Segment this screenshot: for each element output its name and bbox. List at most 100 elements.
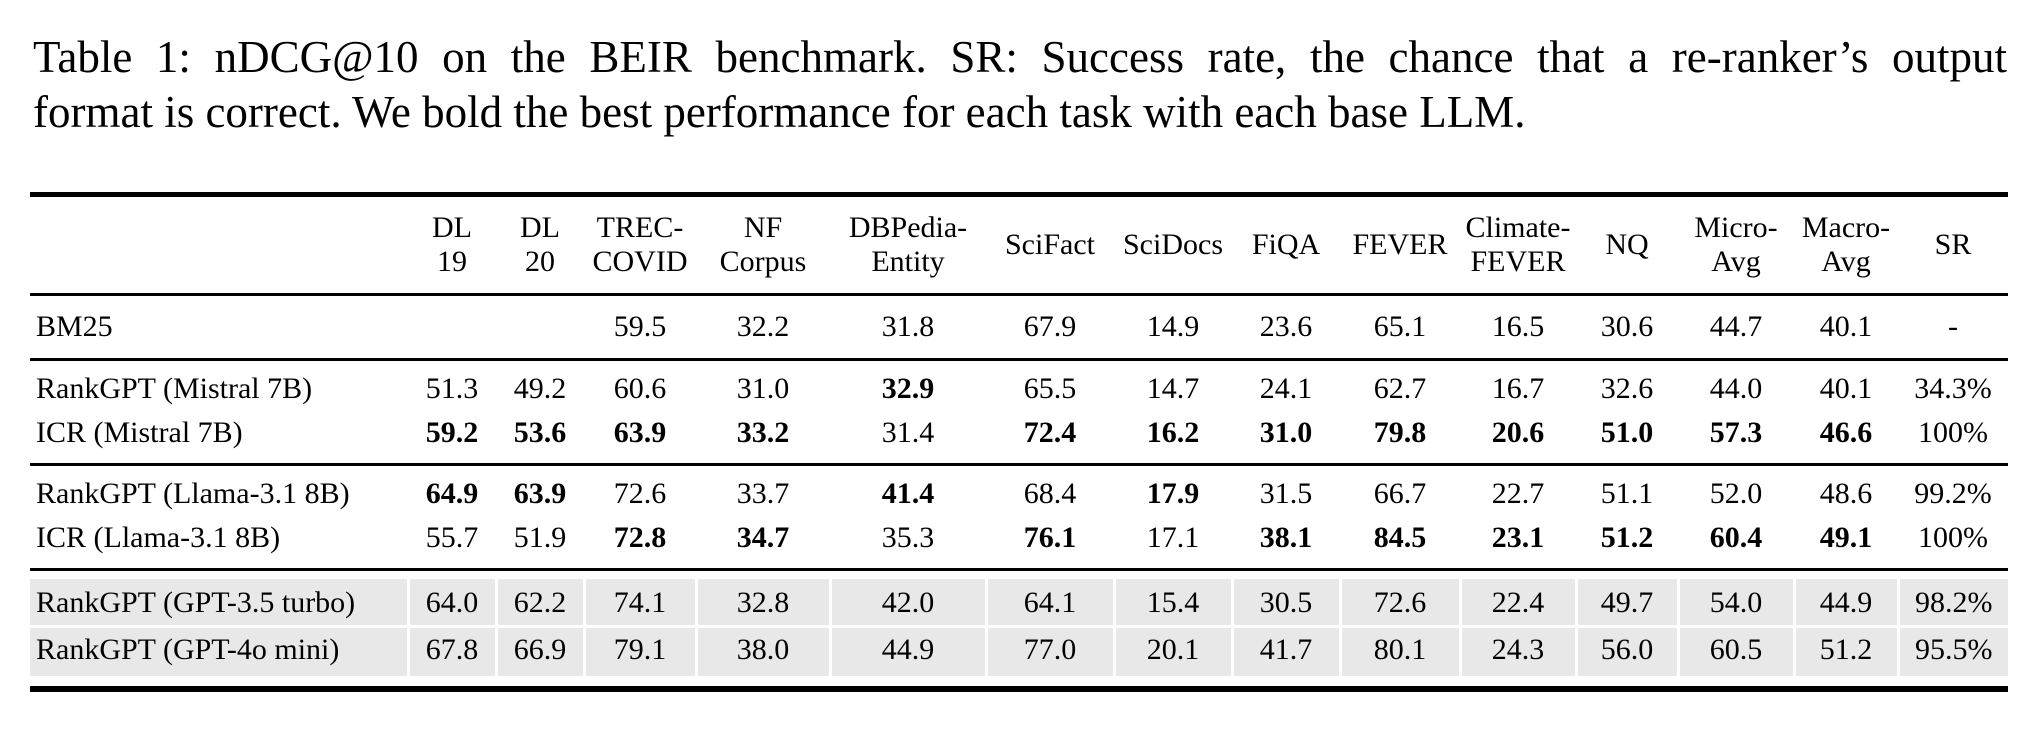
value-cell: 16.5 bbox=[1460, 294, 1576, 361]
value-cell: 54.0 bbox=[1676, 579, 1794, 627]
value-cell: 53.6 bbox=[496, 411, 584, 466]
value-cell: 22.7 bbox=[1491, 477, 1545, 510]
value-cell: 64.9 bbox=[425, 477, 479, 510]
value-cell: 66.9 bbox=[494, 625, 584, 676]
caption-line-1: Table 1: nDCG@10 on the BEIR benchmark. … bbox=[33, 32, 2007, 82]
value-cell: 31.0 bbox=[1232, 411, 1340, 466]
value-cell: 48.6 bbox=[1819, 477, 1873, 510]
value-cell: 95.5% bbox=[1896, 625, 2008, 676]
column-header: FiQA bbox=[1232, 194, 1340, 296]
value-cell: 51.2 bbox=[1792, 625, 1898, 676]
value-cell bbox=[408, 294, 496, 361]
column-header: SciFact bbox=[986, 194, 1114, 296]
value-cell: 31.5 bbox=[1259, 477, 1313, 510]
value-cell: 41.7 bbox=[1230, 625, 1340, 676]
value-cell: 67.9 bbox=[986, 294, 1114, 361]
value-cell: 79.1 bbox=[582, 625, 696, 676]
value-cell: 16.7 bbox=[1491, 372, 1545, 405]
column-header: DL 20 bbox=[496, 194, 584, 296]
value-cell: 24.1 bbox=[1259, 372, 1313, 405]
spacer-row bbox=[30, 569, 2008, 579]
value-cell: 51.1 bbox=[1600, 477, 1654, 510]
value-cell: 59.2 bbox=[408, 411, 496, 466]
value-cell: 60.5 bbox=[1676, 625, 1794, 676]
caption-line-2: format is correct. We bold the best perf… bbox=[33, 87, 1526, 137]
row-label: RankGPT (GPT-3.5 turbo) bbox=[30, 579, 408, 627]
value-cell: 59.5 bbox=[584, 294, 696, 361]
table-body: BM25 59.5 32.2 31.8 67.9 14.9 23.6 65.1 16.5 30.6… bbox=[30, 294, 2008, 689]
value-cell: 17.1 bbox=[1114, 516, 1232, 571]
value-cell: 56.0 bbox=[1574, 625, 1678, 676]
row-label: ICR (Llama-3.1 8B) bbox=[30, 516, 408, 571]
value-cell: 40.1 bbox=[1819, 372, 1873, 405]
value-cell: 41.4 bbox=[881, 477, 935, 510]
table-row: BM25 59.5 32.2 31.8 67.9 14.9 23.6 65.1 16.5 30.6… bbox=[30, 294, 2008, 361]
value-cell: 67.8 bbox=[406, 625, 496, 676]
value-cell: 100% bbox=[1898, 411, 2008, 466]
column-header: NQ bbox=[1576, 194, 1678, 296]
value-cell: 32.6 bbox=[1600, 372, 1654, 405]
value-cell: 35.3 bbox=[830, 516, 986, 571]
value-cell: 32.2 bbox=[696, 294, 830, 361]
value-cell: 44.0 bbox=[1709, 372, 1763, 405]
spacer-cell bbox=[30, 569, 2008, 579]
value-cell: 33.7 bbox=[736, 477, 790, 510]
value-cell: 23.1 bbox=[1460, 516, 1576, 571]
value-cell: 14.9 bbox=[1114, 294, 1232, 361]
value-cell: 42.0 bbox=[828, 579, 986, 627]
value-cell: 99.2% bbox=[1914, 477, 1992, 510]
value-cell: 30.5 bbox=[1230, 579, 1340, 627]
value-cell: 22.4 bbox=[1458, 579, 1576, 627]
value-cell: 38.1 bbox=[1232, 516, 1340, 571]
row-label: RankGPT (GPT-4o mini) bbox=[30, 625, 408, 676]
value-cell: 60.4 bbox=[1678, 516, 1794, 571]
value-cell: 51.2 bbox=[1576, 516, 1678, 571]
value-cell bbox=[496, 294, 584, 361]
column-header: NF Corpus bbox=[696, 194, 830, 296]
value-cell: 79.8 bbox=[1340, 411, 1460, 466]
column-header: FEVER bbox=[1340, 194, 1460, 296]
value-cell: 72.4 bbox=[986, 411, 1114, 466]
row-label: RankGPT (Mistral 7B) bbox=[36, 372, 313, 405]
value-cell: 40.1 bbox=[1794, 294, 1898, 361]
value-cell: 44.9 bbox=[828, 625, 986, 676]
value-cell: 80.1 bbox=[1338, 625, 1460, 676]
value-cell: 49.7 bbox=[1574, 579, 1678, 627]
value-cell: 32.9 bbox=[881, 372, 935, 405]
value-cell: 14.7 bbox=[1146, 372, 1200, 405]
value-cell: 51.9 bbox=[496, 516, 584, 571]
value-cell: 74.1 bbox=[582, 579, 696, 627]
value-cell: 34.3% bbox=[1914, 372, 1992, 405]
paper-table-figure: Table 1: nDCG@10 on the BEIR benchmark. … bbox=[0, 30, 2040, 734]
column-header: DBPedia- Entity bbox=[830, 194, 986, 296]
value-cell: 20.6 bbox=[1460, 411, 1576, 466]
value-cell: 32.8 bbox=[694, 579, 830, 627]
value-cell: 100% bbox=[1898, 516, 2008, 571]
value-cell: 65.1 bbox=[1340, 294, 1460, 361]
value-cell: 62.2 bbox=[494, 579, 584, 627]
value-cell: 49.2 bbox=[513, 372, 567, 405]
value-cell: 44.7 bbox=[1678, 294, 1794, 361]
value-cell: 63.9 bbox=[584, 411, 696, 466]
column-header: Macro- Avg bbox=[1794, 194, 1898, 296]
value-cell: 24.3 bbox=[1458, 625, 1576, 676]
column-header: SciDocs bbox=[1114, 194, 1232, 296]
value-cell: 68.4 bbox=[1023, 477, 1077, 510]
value-cell: 46.6 bbox=[1794, 411, 1898, 466]
value-cell: 57.3 bbox=[1678, 411, 1794, 466]
value-cell: 15.4 bbox=[1112, 579, 1232, 627]
column-header: Climate- FEVER bbox=[1460, 194, 1576, 296]
table-row: ICR (Llama-3.1 8B) 55.7 51.9 72.8 34.7 35.3 76… bbox=[30, 516, 2008, 571]
row-label: ICR (Mistral 7B) bbox=[30, 411, 408, 466]
value-cell: 31.4 bbox=[830, 411, 986, 466]
value-cell: 72.8 bbox=[584, 516, 696, 571]
value-cell: 34.7 bbox=[696, 516, 830, 571]
spacer-row bbox=[30, 676, 2008, 689]
value-cell: 65.5 bbox=[1023, 372, 1077, 405]
value-cell: 63.9 bbox=[513, 477, 567, 510]
table-row: RankGPT (Mistral 7B) 51.3 49.2 60.6 31.0 32.9… bbox=[30, 360, 2008, 412]
value-cell: 84.5 bbox=[1340, 516, 1460, 571]
value-cell: 44.9 bbox=[1792, 579, 1898, 627]
row-label: BM25 bbox=[30, 294, 408, 361]
table-caption: Table 1: nDCG@10 on the BEIR benchmark. … bbox=[33, 30, 2007, 140]
